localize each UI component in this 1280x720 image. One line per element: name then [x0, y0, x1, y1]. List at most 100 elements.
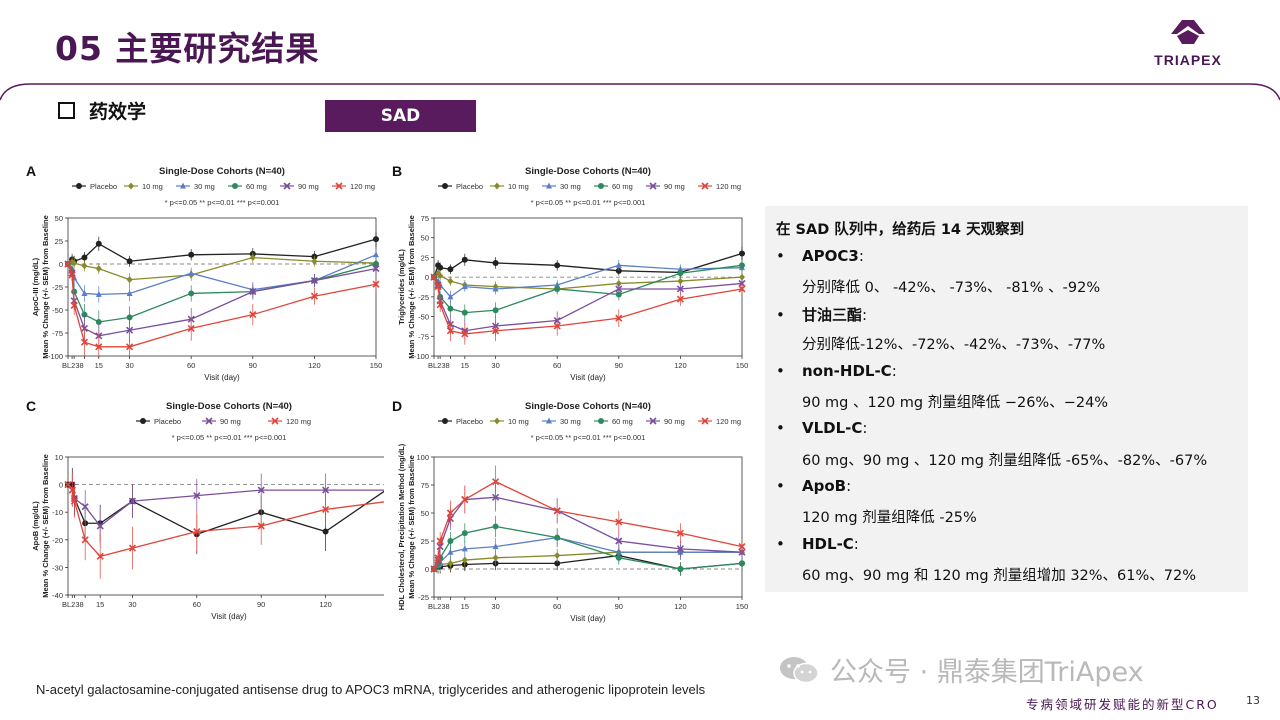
data-point: [95, 240, 102, 247]
data-point: [126, 343, 134, 351]
y-axis-label: HDL Cholesterol, Precipitation Method (m…: [397, 443, 416, 610]
data-point: [554, 534, 561, 541]
x-tick-label: 60: [553, 361, 561, 370]
x-axis-label: Visit (day): [204, 373, 240, 382]
finding-item-tg: • 甘油三酯:: [776, 306, 868, 324]
data-point: [739, 262, 745, 269]
legend-note: * p<=0.05 ** p<=0.01 *** p<=0.001: [531, 433, 646, 442]
y-tick-label: -75: [418, 332, 429, 341]
x-tick-label: 30: [128, 600, 136, 609]
chart-title: Single-Dose Cohorts (N=40): [159, 166, 285, 177]
y-axis-label-line: Triglycerides (mg/dL): [397, 249, 406, 325]
data-point: [615, 285, 623, 293]
y-axis-label-line: ApoC-III (mg/dL): [31, 257, 40, 316]
data-point: [257, 486, 265, 494]
data-point: [311, 257, 318, 265]
legend-note: * p<=0.05 ** p<=0.01 *** p<=0.001: [172, 433, 287, 442]
chart-panel-b: B Single-Dose Cohorts (N=40) Placebo 10 mg 3…: [392, 163, 748, 382]
legend-label: Placebo: [90, 182, 117, 191]
y-axis-label-line: Mean % Change (+/- SEM) from Baseline: [407, 455, 416, 599]
legend-label: Placebo: [456, 417, 483, 426]
data-point: [461, 545, 468, 552]
y-tick-label: 0: [59, 481, 63, 490]
page-number: 13: [1246, 694, 1260, 707]
legend-label: 90 mg: [298, 182, 319, 191]
legend-marker: [494, 417, 500, 425]
x-tick-label: 90: [249, 361, 257, 370]
data-point: [64, 260, 72, 268]
chart-panel-d: D Single-Dose Cohorts (N=40) Placebo 10 mg 3…: [392, 398, 749, 623]
data-point: [430, 565, 438, 573]
series-placebo: [431, 246, 745, 281]
data-point: [738, 543, 746, 551]
data-point: [615, 537, 623, 545]
finding-desc-vldl: 60 mg、90 mg 、120 mg 剂量组降低 -65%、-82%、-67%: [802, 453, 1208, 469]
y-tick-label: -50: [418, 313, 429, 322]
data-point: [436, 301, 444, 309]
data-point: [95, 343, 103, 351]
legend-label: 120 mg: [716, 182, 741, 191]
data-point: [554, 262, 561, 269]
chart-panel-a: A Single-Dose Cohorts (N=40) Placebo 10 mg 3…: [26, 163, 382, 382]
chart-title: Single-Dose Cohorts (N=40): [166, 401, 292, 412]
series-line: [433, 264, 743, 314]
y-tick-label: -25: [418, 293, 429, 302]
square-bullet-icon: [58, 102, 75, 119]
legend-label: Placebo: [154, 417, 181, 426]
data-point: [615, 261, 622, 268]
x-tick-label: 90: [615, 602, 623, 611]
data-point: [447, 293, 454, 300]
legend-marker: [442, 418, 448, 424]
x-tick-label: 60: [553, 602, 561, 611]
finding-desc-apob: 120 mg 剂量组降低 -25%: [802, 510, 977, 526]
legend-label: 10 mg: [508, 417, 529, 426]
y-tick-label: 25: [421, 537, 429, 546]
finding-desc-nonhdl: 90 mg 、120 mg 剂量组降低 −26%、−24%: [802, 395, 1109, 411]
x-tick-label: 15: [95, 361, 103, 370]
data-point: [310, 292, 318, 300]
y-tick-label: -75: [52, 329, 63, 338]
y-tick-label: -25: [418, 593, 429, 602]
x-tick-label: 120: [674, 361, 687, 370]
data-point: [188, 269, 195, 276]
legend-label: 60 mg: [246, 182, 267, 191]
data-point: [676, 529, 684, 537]
data-point: [128, 497, 136, 505]
legend-marker: [546, 182, 552, 189]
findings-panel: 在 SAD 队列中，给药后 14 天观察到 • APOC3: 分别降低 0、 -4…: [765, 206, 1248, 592]
finding-item-nonhdl: • non-HDL-C:: [776, 362, 897, 380]
series-120mg: [64, 260, 380, 356]
data-point: [447, 266, 454, 273]
y-axis-label: ApoB (mg/dL) Mean % Change (+/- SEM) from…: [31, 454, 50, 598]
legend-note: * p<=0.05 ** p<=0.01 *** p<=0.001: [165, 198, 280, 207]
series-10mg: [431, 268, 745, 295]
data-point: [434, 283, 442, 291]
legend-marker: [283, 182, 291, 190]
data-point: [128, 544, 136, 552]
panel-letter: B: [392, 163, 402, 179]
section-label: 药效学: [89, 101, 147, 123]
header-divider: [0, 83, 1280, 101]
data-point: [71, 259, 78, 267]
legend-marker: [701, 182, 709, 190]
data-point: [257, 522, 265, 530]
legend-marker: [598, 183, 604, 189]
data-point: [81, 536, 89, 544]
legend-label: 90 mg: [664, 417, 685, 426]
data-point: [437, 264, 444, 271]
data-point: [447, 559, 454, 567]
finding-item-vldl: • VLDL-C:: [776, 419, 868, 437]
finding-desc-apoc3: 分别降低 0、 -42%、 -73%、 -81% 、-92%: [802, 280, 1101, 296]
panel-letter: A: [26, 163, 36, 179]
wechat-icon: [780, 656, 819, 683]
legend-marker: [546, 417, 552, 424]
x-tick-label: 120: [674, 602, 687, 611]
data-point: [615, 279, 622, 287]
x-tick-label: 150: [736, 602, 749, 611]
data-point: [81, 254, 88, 261]
x-tick-label: 90: [257, 600, 265, 609]
legend: Placebo 90 mg 120 mg: [136, 417, 311, 426]
series-10mg: [431, 544, 745, 573]
x-tick-labels: BL238: [428, 602, 450, 611]
data-point: [126, 326, 134, 334]
